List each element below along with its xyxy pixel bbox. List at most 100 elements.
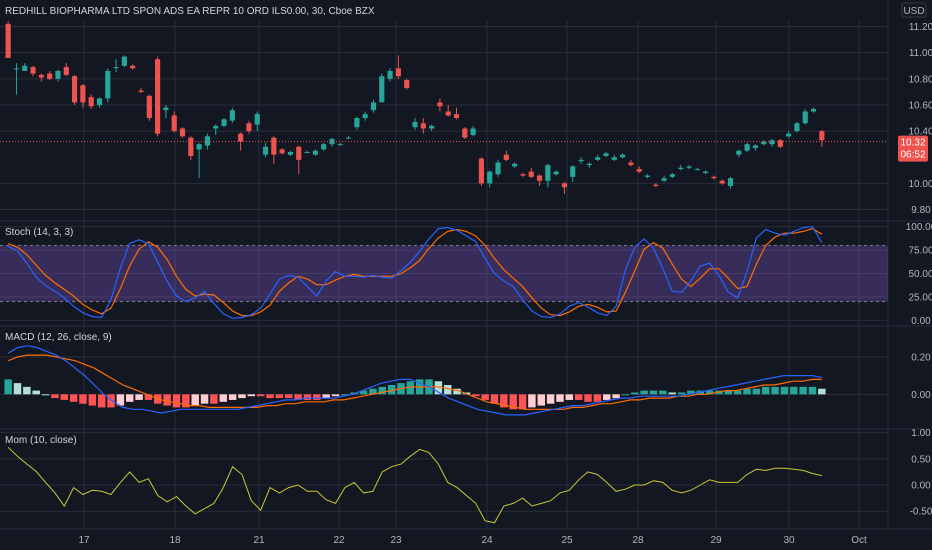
candle-body[interactable] xyxy=(553,171,559,175)
candle-body[interactable] xyxy=(703,171,709,173)
stoch-d-line[interactable] xyxy=(7,227,823,317)
candle-body[interactable] xyxy=(246,123,252,132)
candle-body[interactable] xyxy=(412,121,418,128)
candle-body[interactable] xyxy=(777,140,783,147)
candle-body[interactable] xyxy=(337,144,343,146)
candle-body[interactable] xyxy=(5,23,11,58)
candle-body[interactable] xyxy=(146,95,152,119)
candle-body[interactable] xyxy=(453,114,460,119)
candle-body[interactable] xyxy=(736,150,742,155)
stoch-k-line[interactable] xyxy=(7,226,823,320)
candle-body[interactable] xyxy=(495,162,501,175)
candle-body[interactable] xyxy=(536,175,543,181)
candle-body[interactable] xyxy=(503,154,509,160)
mom-pane[interactable] xyxy=(7,446,822,524)
candle-body[interactable] xyxy=(296,146,302,160)
candle-body[interactable] xyxy=(321,144,327,150)
candle-body[interactable] xyxy=(312,150,318,155)
candle-body[interactable] xyxy=(819,131,825,141)
candle-body[interactable] xyxy=(694,169,700,171)
candle-body[interactable] xyxy=(478,158,484,184)
macd-signal-line[interactable] xyxy=(7,354,822,410)
candle-body[interactable] xyxy=(420,123,426,129)
currency-badge[interactable] xyxy=(901,2,927,18)
candle-body[interactable] xyxy=(620,154,626,158)
price-pane[interactable] xyxy=(0,21,888,194)
candle-body[interactable] xyxy=(462,128,468,138)
candle-body[interactable] xyxy=(130,65,136,69)
candle-body[interactable] xyxy=(188,137,194,156)
candle-body[interactable] xyxy=(669,174,675,177)
candle-body[interactable] xyxy=(686,166,692,168)
candle-body[interactable] xyxy=(437,102,443,107)
candle-body[interactable] xyxy=(603,153,609,156)
candle-body[interactable] xyxy=(769,140,775,145)
candle-body[interactable] xyxy=(213,125,219,129)
candle-body[interactable] xyxy=(487,171,493,184)
candle-body[interactable] xyxy=(196,144,202,150)
candle-body[interactable] xyxy=(171,115,177,132)
candle-body[interactable] xyxy=(304,152,310,154)
momentum-line[interactable] xyxy=(7,446,822,524)
price-axis[interactable]: 11.20 11.00 10.80 10.60 10.40 10.00 9.80 100.00… xyxy=(906,22,932,518)
candle-body[interactable] xyxy=(379,76,385,103)
candle-body[interactable] xyxy=(387,70,393,79)
candle-body[interactable] xyxy=(38,74,44,78)
candle-body[interactable] xyxy=(254,114,260,125)
candle-body[interactable] xyxy=(163,107,169,111)
candle-body[interactable] xyxy=(653,184,659,187)
stoch-pane[interactable] xyxy=(0,226,888,320)
candle-body[interactable] xyxy=(72,76,78,103)
candle-body[interactable] xyxy=(271,137,277,155)
candle-body[interactable] xyxy=(611,157,617,160)
candle-body[interactable] xyxy=(155,59,161,134)
candle-body[interactable] xyxy=(30,67,36,74)
macd-line[interactable] xyxy=(7,345,822,416)
candle-body[interactable] xyxy=(586,163,592,166)
candle-body[interactable] xyxy=(55,70,61,79)
candle-body[interactable] xyxy=(761,141,767,145)
candle-body[interactable] xyxy=(329,138,335,145)
candle-body[interactable] xyxy=(744,144,750,151)
candle-body[interactable] xyxy=(429,125,435,129)
candle-body[interactable] xyxy=(578,159,584,162)
candle-body[interactable] xyxy=(362,114,368,119)
candle-body[interactable] xyxy=(279,149,285,154)
candle-body[interactable] xyxy=(80,85,86,103)
candle-body[interactable] xyxy=(204,136,210,146)
candle-body[interactable] xyxy=(221,119,227,126)
candle-body[interactable] xyxy=(63,67,69,75)
candle-body[interactable] xyxy=(561,183,568,188)
candle-body[interactable] xyxy=(404,80,410,88)
candle-body[interactable] xyxy=(395,68,401,77)
candle-body[interactable] xyxy=(370,102,377,111)
candle-body[interactable] xyxy=(727,178,734,187)
candle-body[interactable] xyxy=(752,145,758,149)
candle-body[interactable] xyxy=(595,157,601,160)
candle-body[interactable] xyxy=(644,175,651,177)
candle-body[interactable] xyxy=(719,180,725,184)
candle-body[interactable] xyxy=(346,137,352,139)
candle-body[interactable] xyxy=(545,165,551,181)
candle-body[interactable] xyxy=(628,162,634,166)
candle-body[interactable] xyxy=(13,68,20,70)
candle-body[interactable] xyxy=(88,97,94,107)
candle-body[interactable] xyxy=(802,111,808,124)
candle-body[interactable] xyxy=(711,176,717,179)
macd-pane[interactable] xyxy=(4,345,826,416)
candle-body[interactable] xyxy=(121,56,127,66)
candle-body[interactable] xyxy=(470,128,476,136)
candle-body[interactable] xyxy=(636,169,642,172)
candle-body[interactable] xyxy=(570,166,576,177)
candle-body[interactable] xyxy=(678,167,684,170)
candle-body[interactable] xyxy=(229,110,235,121)
candle-body[interactable] xyxy=(113,67,119,69)
candle-body[interactable] xyxy=(512,163,518,167)
time-axis[interactable]: 17 18 21 22 23 24 25 28 29 30 Oct xyxy=(78,535,867,546)
candle-body[interactable] xyxy=(810,108,817,112)
candle-body[interactable] xyxy=(445,111,451,116)
candle-body[interactable] xyxy=(520,174,526,176)
candle-body[interactable] xyxy=(786,133,792,137)
candle-body[interactable] xyxy=(179,128,186,137)
